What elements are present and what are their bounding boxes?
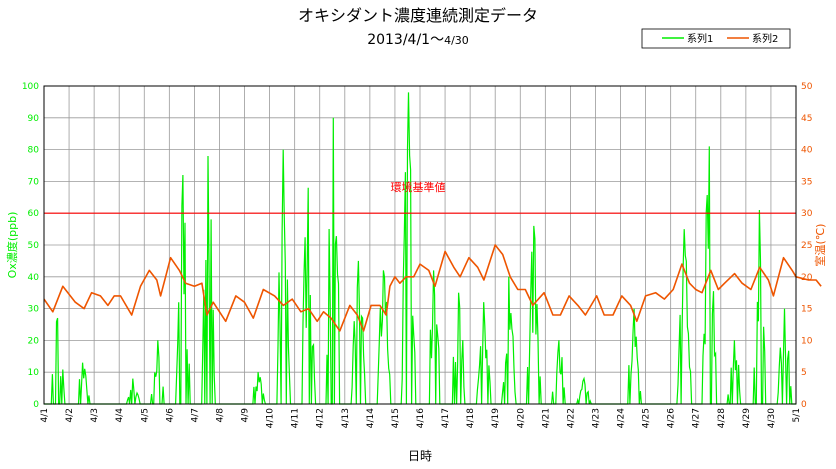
x-axis-label: 日時: [408, 449, 432, 463]
x-tick-label: 4/6: [165, 408, 175, 423]
x-tick-label: 4/25: [642, 408, 652, 428]
x-tick-label: 4/22: [566, 408, 576, 428]
x-tick-label: 4/21: [541, 408, 551, 428]
x-tick-label: 4/4: [115, 408, 125, 423]
y-tick-label-left: 50: [28, 241, 40, 251]
y-tick-label-right: 25: [801, 241, 812, 251]
reference-line-layer: 環境基準値: [44, 180, 796, 214]
x-tick-label: 4/29: [742, 408, 752, 428]
x-tick-label: 4/16: [416, 408, 426, 428]
y-tick-label-left: 70: [28, 177, 40, 187]
x-tick-label: 4/3: [90, 408, 100, 422]
y-tick-label-right: 5: [801, 368, 807, 378]
chart-subtitle-main: 2013/4/1～: [367, 32, 444, 48]
x-tick-label: 4/2: [65, 408, 75, 422]
x-tick-label: 4/24: [617, 408, 627, 428]
chart-subtitle: 2013/4/1～4/30: [367, 32, 469, 48]
y-axis-right: 0 5 10 15 20 25 30 35 40 45 50: [801, 82, 813, 410]
y-axis-left: 0 10 20 30 40 50 60 70 80 90 100: [22, 82, 39, 410]
x-tick-label: 4/28: [717, 408, 727, 428]
chart-subtitle-small: 4/30: [444, 34, 469, 47]
x-tick-label: 4/14: [366, 408, 376, 428]
series-2-layer: [43, 244, 822, 332]
x-tick-label: 4/5: [140, 408, 150, 422]
legend-label-series1: 系列1: [687, 32, 713, 45]
y-tick-label-right: 15: [801, 305, 812, 315]
x-tick-label: 4/26: [667, 408, 677, 428]
y-tick-label-left: 0: [33, 400, 39, 410]
y-tick-label-right: 35: [801, 177, 812, 187]
legend-label-series2: 系列2: [752, 32, 778, 45]
y-tick-label-right: 40: [801, 146, 813, 156]
y-tick-label-left: 20: [28, 336, 40, 346]
chart-title: オキシダント濃度連続測定データ: [298, 6, 538, 25]
x-tick-label: 4/18: [466, 408, 476, 428]
x-tick-label: 4/23: [591, 408, 601, 428]
y-tick-label-right: 50: [801, 82, 813, 92]
x-tick-label: 4/8: [215, 408, 225, 423]
y-tick-label-left: 60: [28, 209, 40, 219]
reference-line-label: 環境基準値: [391, 180, 446, 194]
x-tick-label: 4/17: [441, 408, 451, 428]
x-tick-label: 4/15: [391, 408, 401, 428]
legend-box: [641, 28, 791, 49]
x-tick-label: 4/12: [316, 408, 326, 428]
y-tick-label-right: 30: [801, 209, 813, 219]
x-tick-label: 4/1: [40, 408, 50, 422]
x-axis: 4/1 4/2 4/3 4/4 4/5 4/6 4/7 4/8 4/9 4/10 4/11 4/12 4…: [40, 408, 802, 428]
y-tick-label-left: 40: [28, 273, 40, 283]
y-tick-label-left: 100: [22, 82, 39, 92]
y-axis-left-label: Ox濃度(ppb): [5, 212, 19, 279]
plot-area-border: [43, 85, 797, 405]
x-tick-label: 4/30: [767, 408, 777, 428]
x-tick-label: 4/11: [291, 408, 301, 428]
x-tick-label: 4/7: [190, 408, 200, 422]
y-tick-label-right: 20: [801, 273, 813, 283]
series-2-line: [43, 244, 822, 332]
y-axis-right-label: 室温(℃): [813, 224, 827, 267]
y-tick-label-right: 10: [801, 336, 813, 346]
y-tick-label-left: 10: [28, 368, 40, 378]
y-tick-label-right: 45: [801, 114, 812, 124]
y-tick-label-left: 90: [28, 114, 40, 124]
x-tick-label: 5/1: [792, 408, 802, 422]
x-tick-label: 4/27: [692, 408, 702, 428]
x-tick-label: 4/13: [341, 408, 351, 428]
y-tick-label-left: 80: [28, 146, 40, 156]
y-tick-label-left: 30: [28, 305, 40, 315]
x-tick-label: 4/10: [266, 408, 276, 428]
x-tick-label: 4/19: [491, 408, 501, 428]
y-tick-label-right: 0: [801, 400, 807, 410]
x-tick-label: 4/20: [516, 408, 526, 428]
legend: 系列1 系列2: [641, 28, 791, 49]
x-tick-label: 4/9: [241, 408, 251, 423]
